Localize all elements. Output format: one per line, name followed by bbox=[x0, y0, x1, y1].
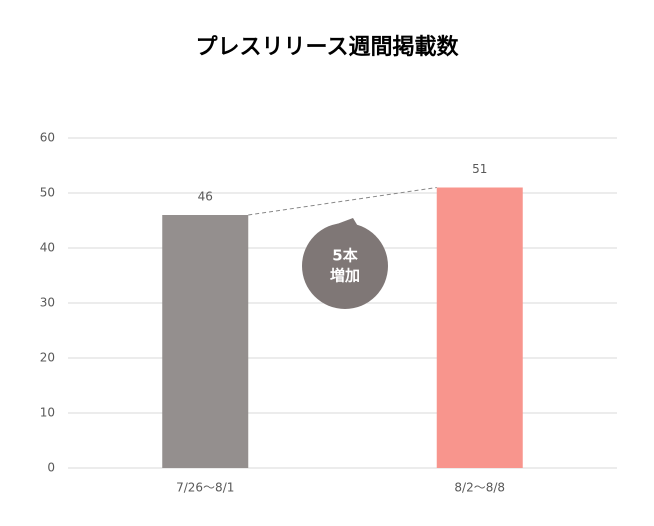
y-tick-label: 50 bbox=[40, 186, 55, 200]
y-tick-label: 0 bbox=[47, 461, 55, 475]
bar bbox=[162, 215, 249, 468]
connector bbox=[248, 187, 437, 216]
y-tick-label: 10 bbox=[40, 406, 55, 420]
y-tick-label: 40 bbox=[40, 241, 55, 255]
bar bbox=[436, 187, 523, 468]
x-tick-label: 8/2〜8/8 bbox=[454, 481, 505, 495]
chart-title: プレスリリース週間掲載数 bbox=[196, 34, 460, 60]
y-tick-label: 30 bbox=[40, 296, 55, 310]
callout-text: 5本 bbox=[332, 247, 357, 265]
callout-bubble bbox=[302, 223, 388, 309]
value-label: 46 bbox=[198, 190, 213, 204]
y-tick-label: 60 bbox=[40, 131, 55, 145]
y-tick-label: 20 bbox=[40, 351, 55, 365]
callout-text: 増加 bbox=[330, 267, 360, 285]
value-label: 51 bbox=[472, 162, 487, 176]
x-tick-label: 7/26〜8/1 bbox=[176, 481, 234, 495]
